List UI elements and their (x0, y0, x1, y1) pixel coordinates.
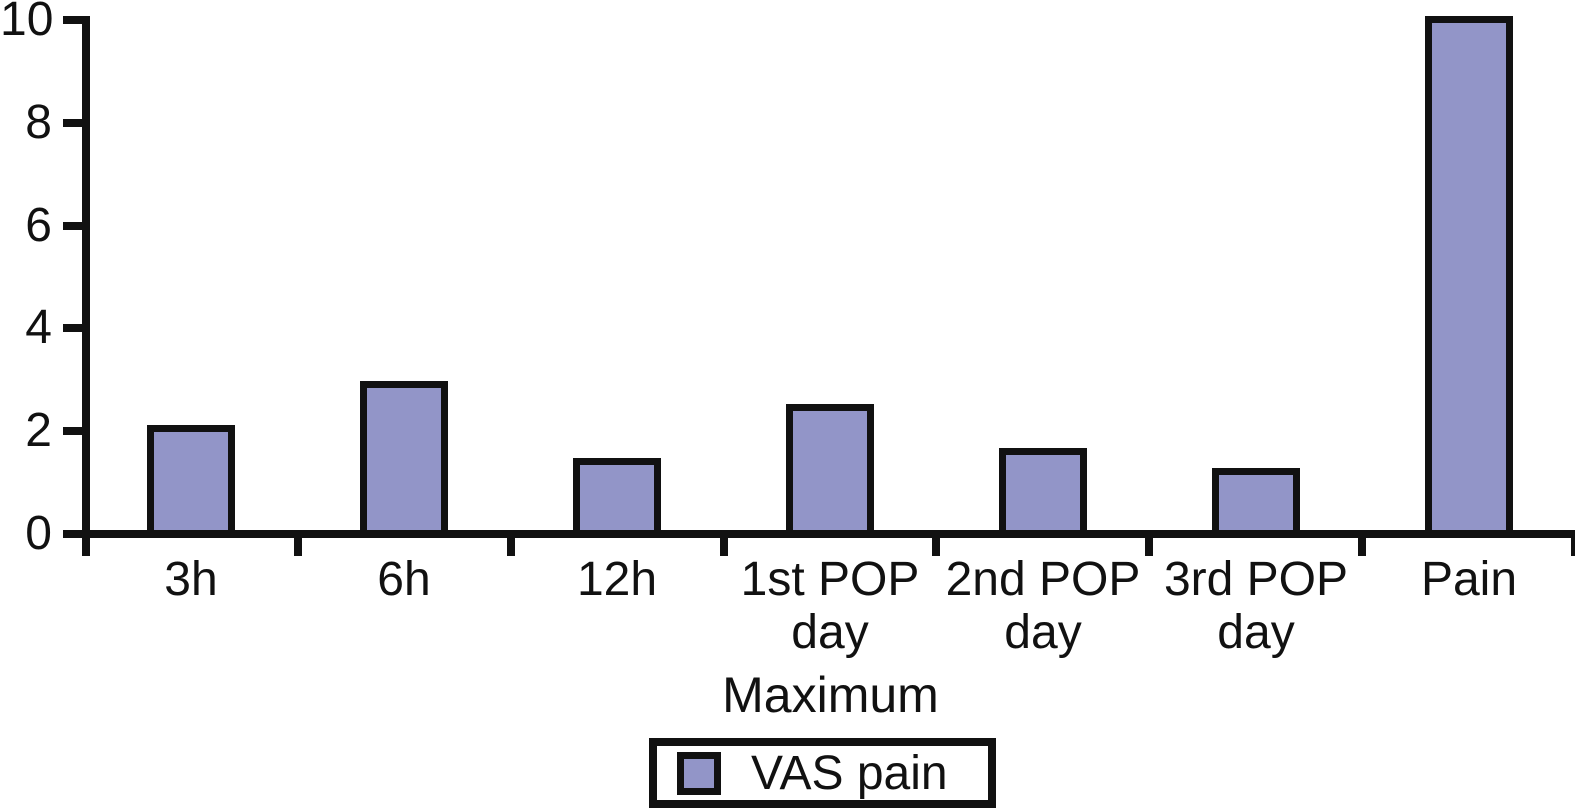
y-tick-label-10: 10 (0, 0, 54, 46)
x-label-line: 3rd POP (1163, 553, 1349, 606)
x-tick-2 (506, 538, 515, 556)
x-axis-title: Maximum (722, 667, 939, 723)
x-label-line: Pain (1420, 553, 1518, 606)
bar-6h (360, 381, 448, 537)
x-label-line: 12h (576, 553, 658, 606)
x-label-line: day (1004, 606, 1082, 659)
x-label-1st-pop-day: 1st POP day (724, 553, 936, 659)
bar-12h (573, 458, 661, 537)
x-label-pain: Pain (1363, 553, 1575, 606)
bar-2nd-pop-day (999, 448, 1087, 537)
bar-1st-pop-day (786, 404, 874, 537)
bar-pain (1425, 16, 1513, 537)
x-tick-5 (1145, 538, 1154, 556)
legend-label-vas-pain: VAS pain (751, 746, 948, 800)
y-tick-label-8: 8 (25, 95, 52, 149)
y-tick-8 (63, 118, 82, 127)
x-tick-6 (1358, 538, 1367, 556)
y-axis-line (82, 16, 90, 556)
x-tick-3 (719, 538, 728, 556)
x-tick-1 (293, 538, 302, 556)
x-label-3h: 3h (85, 553, 297, 606)
y-tick-2 (63, 427, 82, 436)
x-tick-4 (932, 538, 941, 556)
legend: VAS pain (649, 738, 996, 808)
x-label-6h: 6h (298, 553, 510, 606)
y-tick-label-0: 0 (25, 507, 52, 560)
x-label-line: day (1217, 606, 1295, 659)
x-label-3rd-pop-day: 3rd POP day (1150, 553, 1362, 659)
bar-3rd-pop-day (1212, 468, 1300, 537)
y-tick-label-2: 2 (25, 404, 52, 458)
x-label-2nd-pop-day: 2nd POP day (937, 553, 1149, 659)
x-label-12h: 12h (511, 553, 723, 606)
x-label-line: 3h (164, 553, 218, 606)
y-tick-4 (63, 324, 82, 333)
x-label-line: 6h (377, 553, 431, 606)
x-label-line: day (791, 606, 869, 659)
y-tick-6 (63, 221, 82, 230)
x-label-line: 1st POP (740, 553, 920, 606)
y-tick-label-6: 6 (25, 198, 52, 252)
legend-swatch-vas-pain (677, 751, 721, 795)
y-tick-label-4: 4 (25, 301, 52, 355)
x-label-line: 2nd POP (945, 553, 1141, 606)
bar-3h (147, 425, 235, 537)
y-tick-10 (63, 16, 82, 24)
y-tick-0 (63, 530, 82, 538)
x-tick-7 (1571, 538, 1575, 556)
